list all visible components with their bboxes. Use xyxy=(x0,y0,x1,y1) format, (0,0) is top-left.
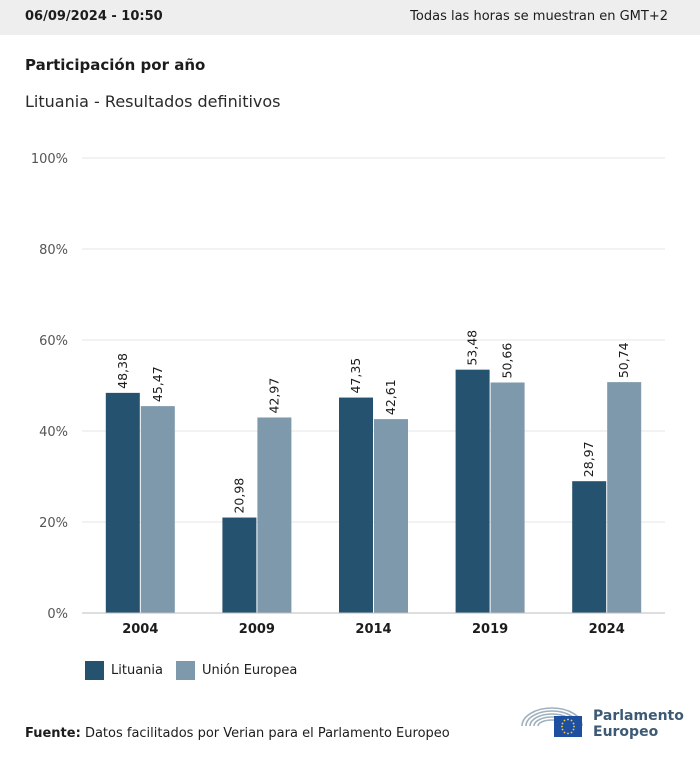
y-tick-label: 60% xyxy=(39,334,68,349)
x-tick-label: 2014 xyxy=(355,622,391,637)
bar-union-europea xyxy=(257,417,292,613)
source-label: Fuente: xyxy=(25,726,81,741)
bar-lituania xyxy=(339,397,373,613)
bar-union-europea xyxy=(607,382,642,613)
x-tick-label: 2009 xyxy=(239,622,275,637)
data-label: 50,74 xyxy=(616,342,631,378)
logo-line2: Europeo xyxy=(593,724,659,740)
bar-lituania xyxy=(105,392,140,613)
data-label: 50,66 xyxy=(500,343,515,379)
parlamento-europeo-logo: Parlamento Europeo xyxy=(520,702,690,742)
data-label: 20,98 xyxy=(231,478,246,514)
chart-subtitle: Lituania - Resultados definitivos xyxy=(25,92,281,111)
bar-union-europea xyxy=(374,419,408,613)
data-label: 45,47 xyxy=(150,366,165,402)
bar-lituania xyxy=(222,517,257,613)
legend-swatch-union-europea xyxy=(176,661,195,680)
data-label: 47,35 xyxy=(348,358,363,394)
chart-title: Participación por año xyxy=(25,56,206,74)
y-tick-label: 40% xyxy=(39,425,68,440)
logo-line1: Parlamento xyxy=(593,708,684,724)
data-label: 48,38 xyxy=(115,353,130,389)
logo-text: Parlamento Europeo xyxy=(593,708,684,740)
x-tick-label: 2004 xyxy=(122,622,158,637)
y-tick-label: 20% xyxy=(39,516,68,531)
top-bar: 06/09/2024 - 10:50 Todas las horas se mu… xyxy=(0,0,700,35)
bar-chart: 0% 20% 40% 60% 80% 100% 48,38 45,47 2004 20,98 42,… xyxy=(31,152,665,637)
data-label: 42,97 xyxy=(266,378,281,414)
data-label: 28,97 xyxy=(581,441,596,477)
source-text: Datos facilitados por Verian para el Par… xyxy=(84,726,450,741)
x-tick-label: 2019 xyxy=(472,622,508,637)
legend-label-lituania: Lituania xyxy=(111,663,163,678)
hemicycle-flag-icon xyxy=(521,707,583,737)
bar-union-europea xyxy=(140,406,175,613)
x-tick-label: 2024 xyxy=(589,622,625,637)
bar-union-europea xyxy=(490,382,525,613)
legend-label-union-europea: Unión Europea xyxy=(202,663,298,678)
source-note: Fuente: Datos facilitados por Verian par… xyxy=(25,726,450,741)
data-label: 53,48 xyxy=(465,330,480,366)
legend-swatch-lituania xyxy=(85,661,104,680)
data-label: 42,61 xyxy=(383,379,398,415)
y-tick-label: 80% xyxy=(39,243,68,258)
timezone-note: Todas las horas se muestran en GMT+2 xyxy=(410,9,668,24)
datetime: 06/09/2024 - 10:50 xyxy=(25,9,163,24)
y-tick-label: 0% xyxy=(47,607,68,622)
bar-lituania xyxy=(455,369,490,613)
y-tick-label: 100% xyxy=(31,152,68,167)
bar-lituania xyxy=(572,481,607,613)
